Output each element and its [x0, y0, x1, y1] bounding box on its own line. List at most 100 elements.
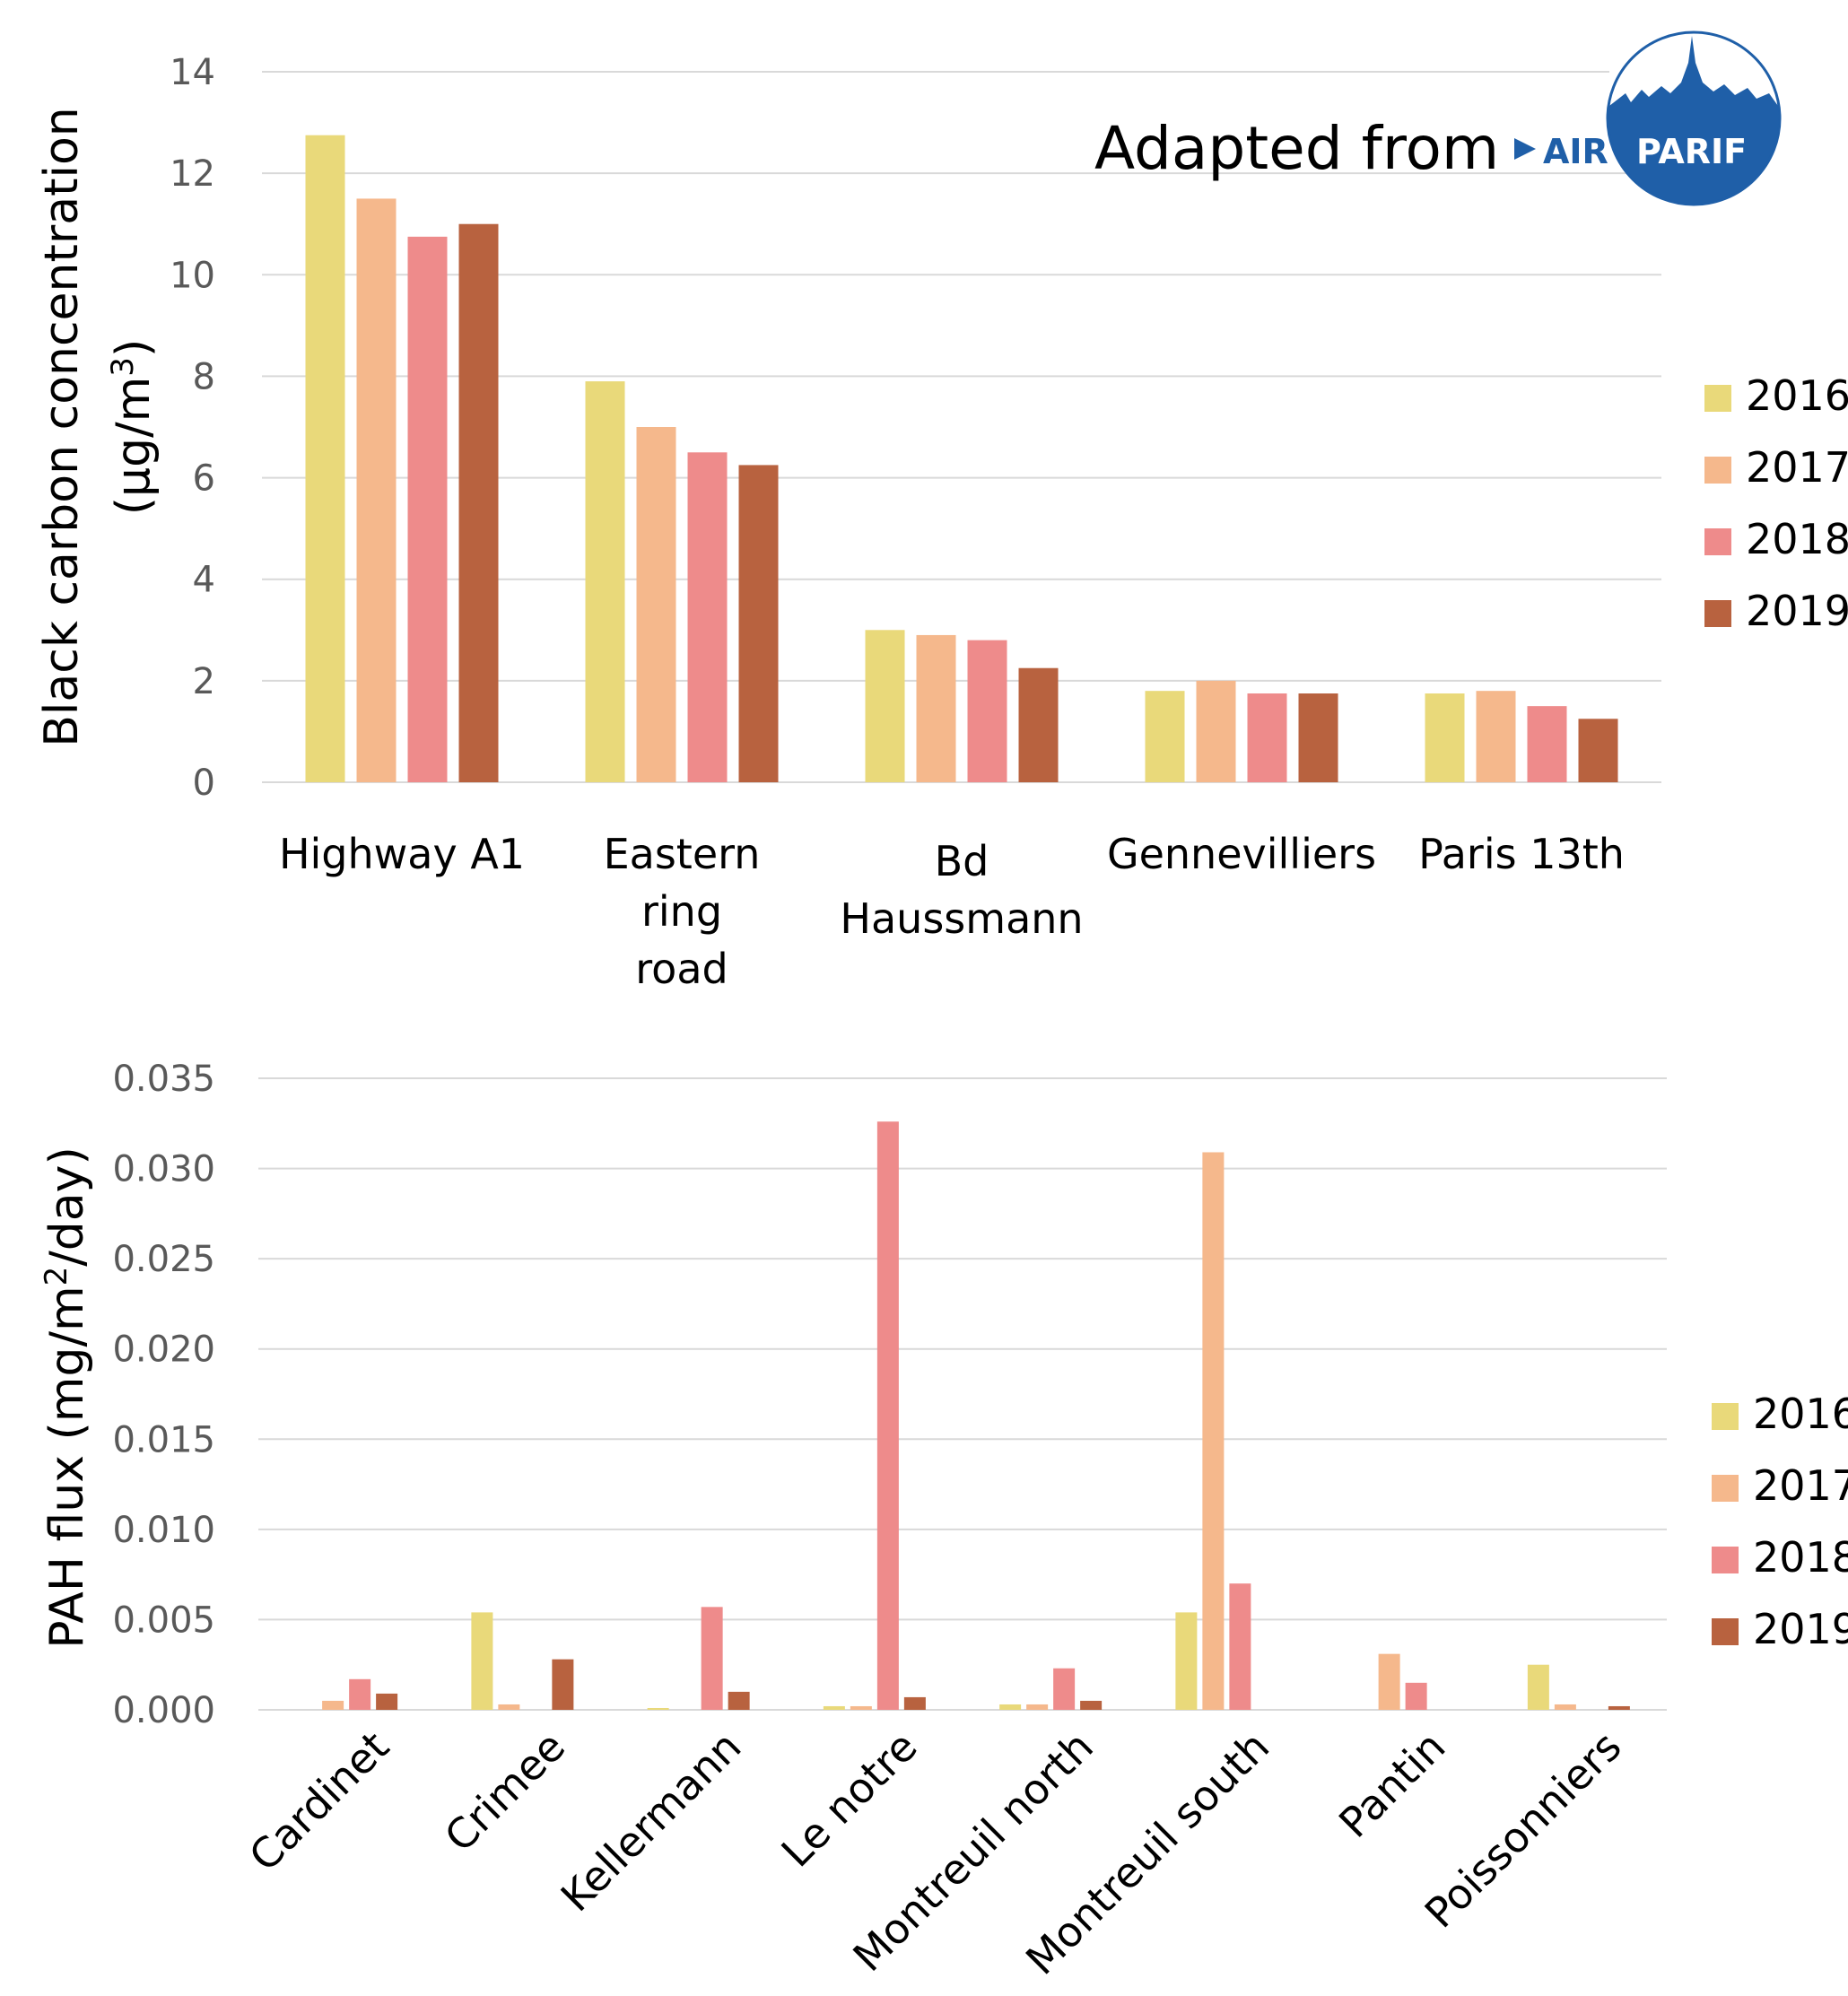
y-tick-label: 0.030 — [112, 1149, 215, 1190]
legend-label: 2018 — [1746, 515, 1848, 563]
category-label: Paris 13th — [1418, 830, 1625, 878]
bar — [1026, 1704, 1049, 1710]
bar — [356, 198, 397, 782]
bar — [916, 634, 956, 782]
y-tick-label: 0.020 — [112, 1329, 215, 1371]
credit-block: Adapted from AIR PARIF — [1094, 22, 1782, 206]
category-label: ring — [641, 887, 722, 936]
y-tick-label: 0 — [193, 763, 215, 804]
bar — [1229, 1583, 1251, 1710]
category-label: Le notre — [772, 1722, 927, 1877]
y-tick-label: 6 — [193, 458, 215, 500]
bar — [1247, 693, 1287, 782]
bar — [407, 236, 448, 782]
y-tick-label: 10 — [170, 255, 215, 296]
legend-swatch — [1712, 1547, 1739, 1573]
legend-swatch — [1704, 600, 1731, 627]
bar — [701, 1607, 723, 1710]
category-label: Haussmann — [840, 894, 1083, 943]
bar — [1476, 691, 1516, 782]
y-tick-label: 0.035 — [112, 1059, 215, 1100]
y-tick-label: 8 — [193, 356, 215, 397]
category-label: Eastern — [604, 830, 761, 878]
bar — [1554, 1704, 1576, 1710]
y-tick-label: 0.010 — [112, 1510, 215, 1551]
legend-label: 2019 — [1753, 1605, 1848, 1653]
y-tick-label: 0.025 — [112, 1239, 215, 1280]
bar — [1405, 1682, 1427, 1710]
black-carbon-chart: 0 2 4 6 8 10 12 14 Highway A1 Eastern ring road Bd Ha… — [35, 52, 1848, 993]
legend-label: 2016 — [1753, 1390, 1848, 1438]
bar — [876, 1121, 899, 1710]
bar — [687, 452, 728, 782]
logo-circle-outline — [1606, 31, 1782, 206]
bar — [349, 1678, 371, 1710]
logo-text-parif: PARIF — [1636, 132, 1747, 171]
bar — [498, 1704, 520, 1710]
legend-swatch — [1712, 1475, 1739, 1502]
bar — [1196, 680, 1236, 782]
y-axis-label: Black carbon concentration — [35, 107, 89, 747]
legend-swatch — [1704, 457, 1731, 484]
bar — [967, 640, 1007, 782]
y-tick-label: 14 — [170, 52, 215, 93]
legend-swatch — [1704, 385, 1731, 412]
bar — [850, 1705, 872, 1710]
bar — [1298, 693, 1338, 782]
legend-label: 2016 — [1746, 371, 1848, 420]
bar — [1527, 706, 1567, 782]
bar — [1608, 1705, 1630, 1710]
legend-label: 2017 — [1746, 443, 1848, 492]
bar — [1053, 1668, 1076, 1710]
bar — [1175, 1612, 1198, 1710]
bar — [1425, 693, 1465, 782]
category-label: Crimee — [435, 1722, 574, 1861]
category-label: Highway A1 — [279, 830, 525, 878]
category-label: Cardinet — [240, 1722, 398, 1881]
credit-text: Adapted from — [1094, 114, 1499, 183]
legend-label: 2017 — [1753, 1461, 1848, 1510]
airparif-logo: AIR PARIF — [1514, 22, 1782, 206]
bar — [1202, 1152, 1225, 1710]
y-tick-label: 0.015 — [112, 1419, 215, 1460]
bar — [865, 630, 905, 782]
category-label: Gennevilliers — [1107, 830, 1376, 878]
bar — [1578, 719, 1618, 782]
legend-swatch — [1704, 528, 1731, 555]
bar — [552, 1659, 574, 1710]
bar — [999, 1704, 1022, 1710]
bar — [458, 223, 499, 782]
bar — [1018, 667, 1059, 782]
legend-swatch — [1712, 1403, 1739, 1430]
bar — [823, 1705, 845, 1710]
logo-text-air: AIR — [1543, 132, 1608, 171]
category-label: Pantin — [1329, 1722, 1454, 1847]
bar — [322, 1700, 344, 1710]
y-tick-label: 0.000 — [112, 1690, 215, 1731]
bar — [305, 135, 345, 782]
y-tick-label: 12 — [170, 153, 215, 195]
y-axis-label-unit: (µg/m3) — [105, 339, 161, 516]
bar — [1378, 1653, 1400, 1710]
pah-flux-chart: 0.000 0.005 0.010 0.015 0.020 0.025 0.030 0.035… — [39, 1059, 1848, 1984]
bar — [471, 1612, 493, 1710]
bar — [585, 381, 625, 782]
bar — [728, 1691, 750, 1710]
bar — [903, 1696, 926, 1710]
bar — [1080, 1700, 1103, 1710]
y-axis-label: PAH flux (mg/m2/day) — [39, 1146, 94, 1648]
category-label: Bd — [935, 837, 989, 885]
legend-label: 2018 — [1753, 1533, 1848, 1582]
logo-arrow-icon — [1514, 138, 1536, 160]
category-label: Kellermann — [552, 1722, 751, 1922]
bar — [738, 465, 779, 782]
bar — [636, 427, 676, 782]
category-label: road — [635, 945, 728, 993]
legend-label: 2019 — [1746, 587, 1848, 635]
bar — [647, 1707, 669, 1710]
y-tick-label: 2 — [193, 661, 215, 702]
bar — [1145, 691, 1185, 782]
bar — [376, 1693, 398, 1710]
y-tick-label: 0.005 — [112, 1599, 215, 1641]
